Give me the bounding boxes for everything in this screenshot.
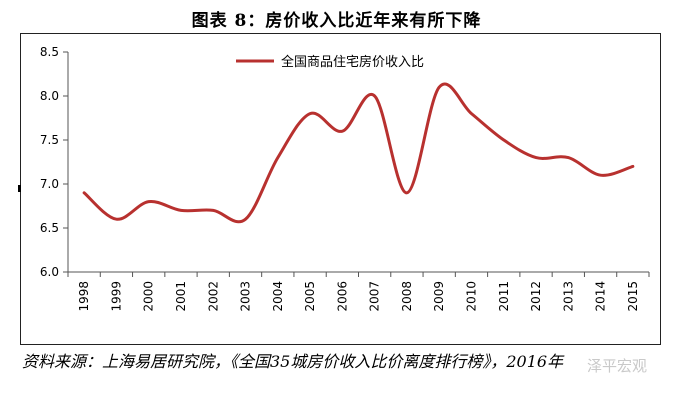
series-point	[341, 130, 344, 132]
y-tick-label: 6.5	[40, 221, 59, 235]
legend-label: 全国商品住宅房价收入比	[281, 54, 424, 70]
x-tick-label: 2014	[594, 281, 608, 312]
y-tick-label: 6.0	[40, 265, 59, 279]
x-tick-label: 2010	[464, 281, 478, 312]
series-point	[83, 192, 85, 194]
x-tick-label: 2003	[239, 281, 253, 312]
series-point	[567, 156, 570, 159]
series-point	[502, 139, 505, 141]
x-tick-label: 2008	[400, 281, 414, 312]
series-point	[115, 218, 118, 220]
x-tick-label: 2001	[174, 281, 188, 312]
series-point	[244, 218, 247, 220]
x-tick-label: 2004	[271, 281, 285, 312]
series-point	[438, 86, 440, 88]
series-point	[599, 174, 602, 176]
line-chart: 6.0 6.5 7.0 7.5 8.0 8.5 1998 1999 2000 2001 2002 2…	[40, 45, 650, 312]
x-tick-label: 1999	[109, 281, 123, 312]
x-axis-ticks: 1998 1999 2000 2001 2002 2003 2004 2005 2006 2007…	[67, 272, 650, 312]
x-tick-label: 2009	[432, 281, 446, 312]
y-tick-label: 7.0	[40, 177, 59, 191]
y-tick-label: 8.5	[40, 45, 59, 59]
axes	[67, 52, 649, 273]
margin-mark	[18, 185, 21, 192]
series-point	[535, 156, 537, 159]
chart-title: 图表 8：房价收入比近年来有所下降	[191, 11, 482, 31]
series-point	[212, 209, 215, 212]
legend: 全国商品住宅房价收入比	[236, 54, 424, 70]
x-tick-label: 2013	[561, 281, 575, 312]
x-tick-label: 2012	[529, 281, 543, 312]
series-point	[147, 200, 150, 203]
x-tick-label: 2015	[626, 281, 640, 312]
chart-frame: 6.0 6.5 7.0 7.5 8.0 8.5 1998 1999 2000 2001 2002 2…	[20, 33, 661, 345]
x-tick-label: 2000	[142, 281, 156, 312]
x-tick-label: 2006	[335, 281, 349, 312]
watermark-logo-text: 泽平宏观	[586, 357, 647, 375]
x-tick-label: 1998	[77, 281, 91, 312]
series-point	[373, 95, 376, 97]
series-point	[632, 165, 634, 168]
series-point	[470, 112, 473, 115]
x-tick-label: 2005	[303, 281, 317, 312]
series-point	[180, 209, 182, 212]
source-note: 资料来源：上海易居研究院，《全国35城房价收入比价离度排行榜》，2016年	[22, 352, 564, 371]
series-layer	[82, 82, 635, 224]
series-line	[82, 82, 635, 224]
y-axis-ticks: 6.0 6.5 7.0 7.5 8.0 8.5	[40, 45, 68, 279]
x-tick-label: 2007	[368, 281, 382, 312]
series-point	[406, 192, 408, 194]
series-point	[309, 112, 311, 115]
x-tick-label: 2011	[497, 281, 511, 312]
y-tick-label: 7.5	[40, 133, 59, 147]
series-point	[277, 156, 279, 159]
y-tick-label: 8.0	[40, 89, 59, 103]
x-tick-label: 2002	[206, 281, 220, 312]
